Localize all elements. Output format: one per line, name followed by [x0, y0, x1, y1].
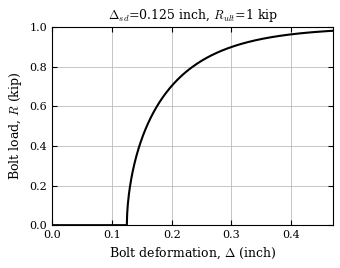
- Title: $\Delta_{sd}$=0.125 inch, $R_{ult}$=1 kip: $\Delta_{sd}$=0.125 inch, $R_{ult}$=1 ki…: [107, 7, 278, 24]
- Y-axis label: Bolt load, $R$ (kip): Bolt load, $R$ (kip): [7, 72, 24, 180]
- X-axis label: Bolt deformation, $\Delta$ (inch): Bolt deformation, $\Delta$ (inch): [109, 245, 276, 261]
